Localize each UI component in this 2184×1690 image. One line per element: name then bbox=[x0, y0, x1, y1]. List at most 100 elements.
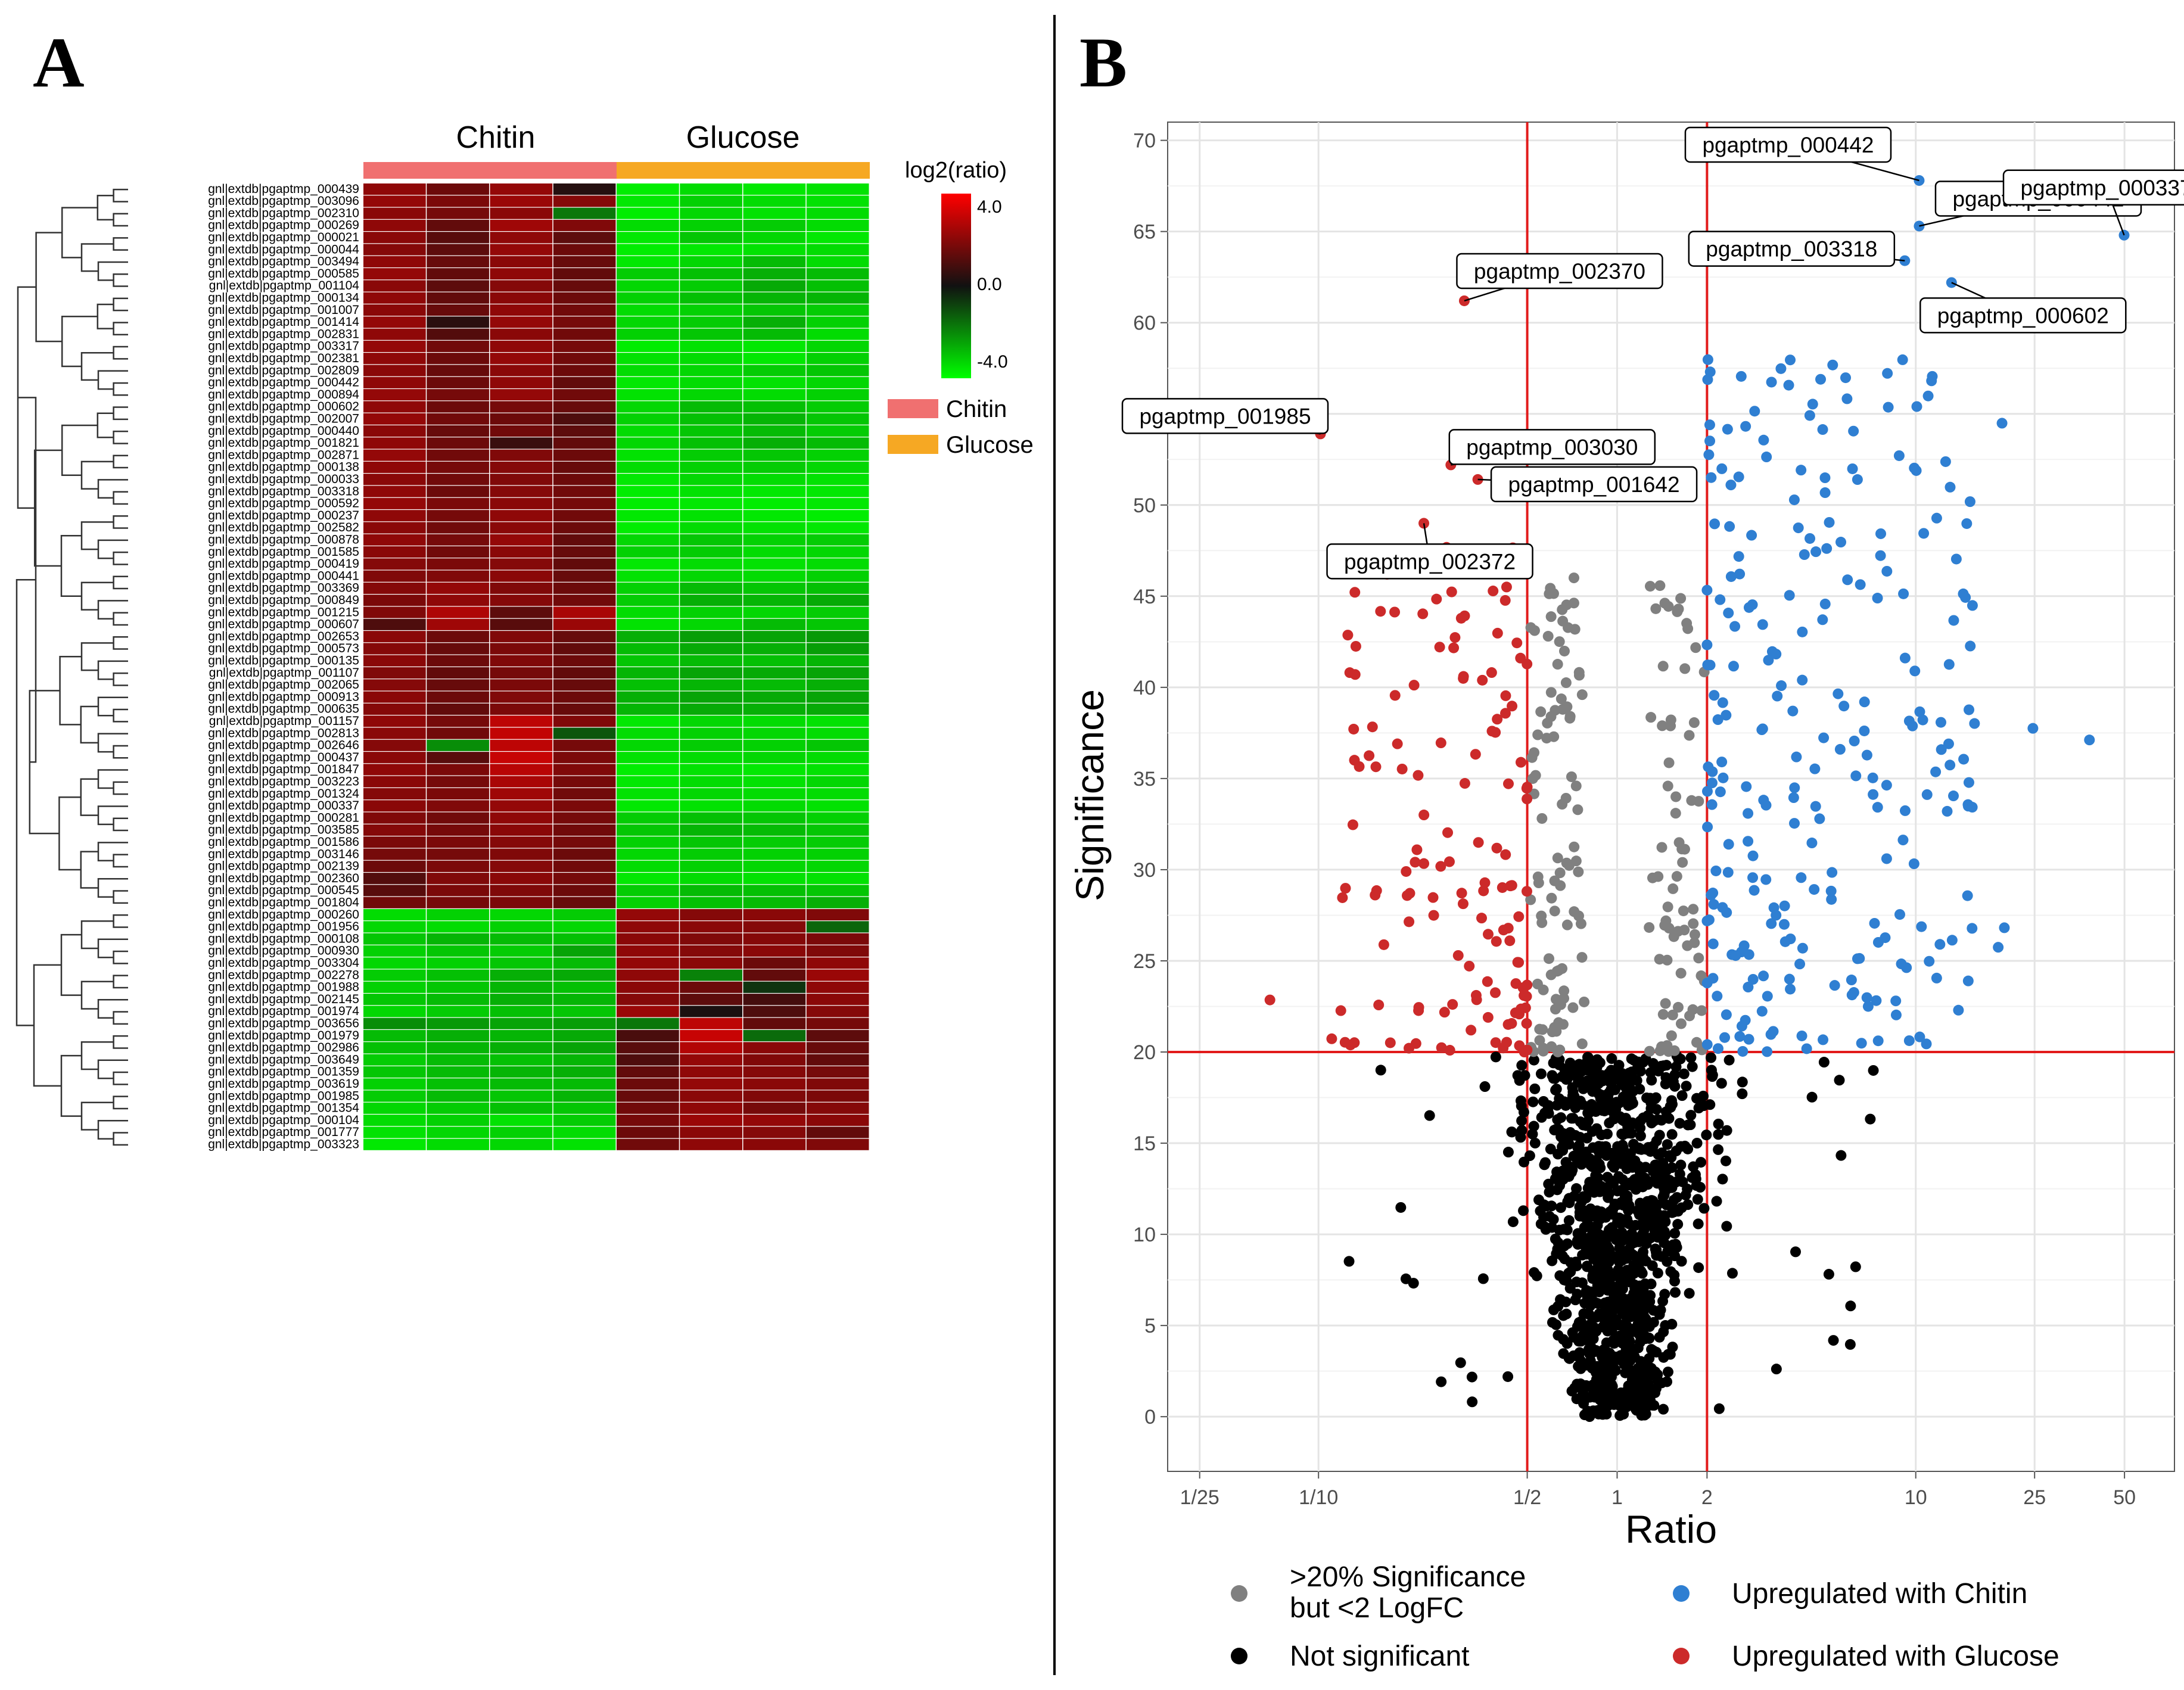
volcano-point bbox=[1658, 1403, 1669, 1415]
heatmap-cell bbox=[427, 824, 489, 836]
volcano-point bbox=[1521, 886, 1532, 897]
heatmap-cell bbox=[806, 449, 869, 461]
gene-label-box bbox=[1688, 231, 1896, 267]
volcano-point bbox=[1740, 421, 1751, 432]
heatmap-cell bbox=[363, 643, 426, 655]
volcano-point bbox=[1681, 1081, 1692, 1092]
heatmap-cell bbox=[806, 921, 869, 933]
heatmap-cell bbox=[427, 546, 489, 558]
volcano-point bbox=[1701, 786, 1713, 797]
volcano-point bbox=[1491, 842, 1502, 854]
heatmap-cell bbox=[806, 1102, 869, 1114]
heatmap-cell bbox=[363, 981, 426, 993]
heatmap-cell bbox=[363, 848, 426, 860]
volcano-point bbox=[1500, 849, 1511, 860]
gene-label-box bbox=[1121, 398, 1329, 434]
heatmap-cell bbox=[363, 957, 426, 969]
volcano-point bbox=[1634, 1280, 1645, 1291]
volcano-point bbox=[1931, 512, 1942, 524]
volcano-point bbox=[1607, 1364, 1618, 1375]
volcano-point bbox=[1501, 1037, 1513, 1048]
heatmap-cell bbox=[743, 401, 806, 413]
heatmap-cell bbox=[427, 776, 489, 788]
heatmap-cell bbox=[806, 292, 869, 304]
volcano-point bbox=[1784, 590, 1795, 601]
volcano-point bbox=[1626, 1238, 1637, 1250]
volcano-point bbox=[1698, 1203, 1710, 1214]
volcano-point bbox=[1500, 690, 1511, 701]
heatmap-cell bbox=[743, 461, 806, 473]
heatmap-cell bbox=[490, 207, 553, 219]
volcano-point bbox=[1340, 883, 1351, 894]
volcano-point bbox=[1791, 751, 1802, 762]
heatmap-cell bbox=[427, 582, 489, 594]
heatmap-cell bbox=[680, 897, 742, 908]
volcano-point bbox=[1551, 966, 1563, 977]
heatmap-cell bbox=[617, 522, 679, 534]
volcano-point bbox=[1747, 850, 1759, 861]
volcano-point bbox=[1443, 856, 1455, 867]
volcano-point bbox=[1581, 1193, 1592, 1204]
volcano-point bbox=[1599, 1317, 1610, 1328]
volcano-point bbox=[1829, 980, 1840, 991]
heatmap-cell bbox=[363, 207, 426, 219]
volcano-point bbox=[1669, 1250, 1681, 1262]
heatmap-cell bbox=[553, 195, 616, 207]
heatmap-cell bbox=[743, 425, 806, 437]
heatmap-cell bbox=[806, 776, 869, 788]
heatmap-cell bbox=[553, 256, 616, 267]
heatmap-row-label: gnl|extdb|pgaptmp_002007 bbox=[208, 412, 359, 426]
heatmap-cell bbox=[427, 981, 489, 993]
volcano-point bbox=[1766, 376, 1777, 388]
volcano-point bbox=[1579, 1297, 1591, 1309]
volcano-point bbox=[1720, 1155, 1731, 1166]
volcano-gene-labels: pgaptmp_000442pgaptmp_000441pgaptmp_0033… bbox=[1121, 126, 2184, 580]
heatmap-cell bbox=[617, 546, 679, 558]
heatmap-cell bbox=[806, 885, 869, 897]
volcano-point bbox=[1890, 995, 1902, 1007]
heatmap-dendrogram bbox=[15, 188, 128, 1146]
gene-label-box bbox=[1490, 466, 1698, 503]
heatmap-cell bbox=[680, 570, 742, 582]
legend-label-ns: Not significant bbox=[1290, 1641, 1469, 1672]
heatmap-cell bbox=[363, 353, 426, 365]
volcano-point bbox=[1762, 1046, 1773, 1057]
volcano-point bbox=[1567, 1086, 1579, 1097]
volcano-point bbox=[1778, 919, 1790, 930]
volcano-point bbox=[1585, 1322, 1597, 1334]
volcano-point bbox=[1572, 1153, 1583, 1164]
volcano-point bbox=[1670, 1146, 1682, 1157]
volcano-point bbox=[1431, 593, 1442, 605]
heatmap-row-label: gnl|extdb|pgaptmp_001974 bbox=[208, 1004, 359, 1018]
volcano-point bbox=[1644, 1045, 1655, 1057]
volcano-point bbox=[1538, 1045, 1549, 1057]
volcano-point bbox=[1502, 1147, 1514, 1158]
volcano-points bbox=[1264, 175, 2130, 1423]
heatmap-cell bbox=[806, 497, 869, 509]
heatmap-legend-title: log2(ratio) bbox=[905, 158, 1007, 183]
heatmap-cell bbox=[617, 268, 679, 280]
heatmap-cell bbox=[617, 256, 679, 267]
heatmap-cell bbox=[427, 401, 489, 413]
volcano-point bbox=[1930, 766, 1942, 777]
volcano-point bbox=[1424, 1110, 1435, 1121]
volcano-point bbox=[1882, 368, 1893, 379]
heatmap-cell bbox=[743, 353, 806, 365]
volcano-point bbox=[1779, 900, 1790, 911]
volcano-point bbox=[1867, 772, 1878, 783]
volcano-point bbox=[1689, 937, 1700, 948]
heatmap-cell bbox=[743, 232, 806, 244]
heatmap-cell bbox=[553, 280, 616, 292]
heatmap-cell bbox=[363, 618, 426, 630]
heatmap-cell bbox=[743, 606, 806, 618]
volcano-point bbox=[1639, 1317, 1651, 1328]
heatmap-cell bbox=[743, 280, 806, 292]
volcano-point bbox=[1522, 979, 1533, 991]
heatmap-cell bbox=[553, 836, 616, 848]
volcano-point bbox=[1872, 936, 1884, 948]
volcano-point bbox=[1717, 1174, 1728, 1185]
volcano-point bbox=[1344, 667, 1355, 679]
volcano-point bbox=[1964, 704, 1975, 715]
volcano-point bbox=[1721, 1009, 1732, 1020]
volcano-point bbox=[1555, 1202, 1566, 1213]
